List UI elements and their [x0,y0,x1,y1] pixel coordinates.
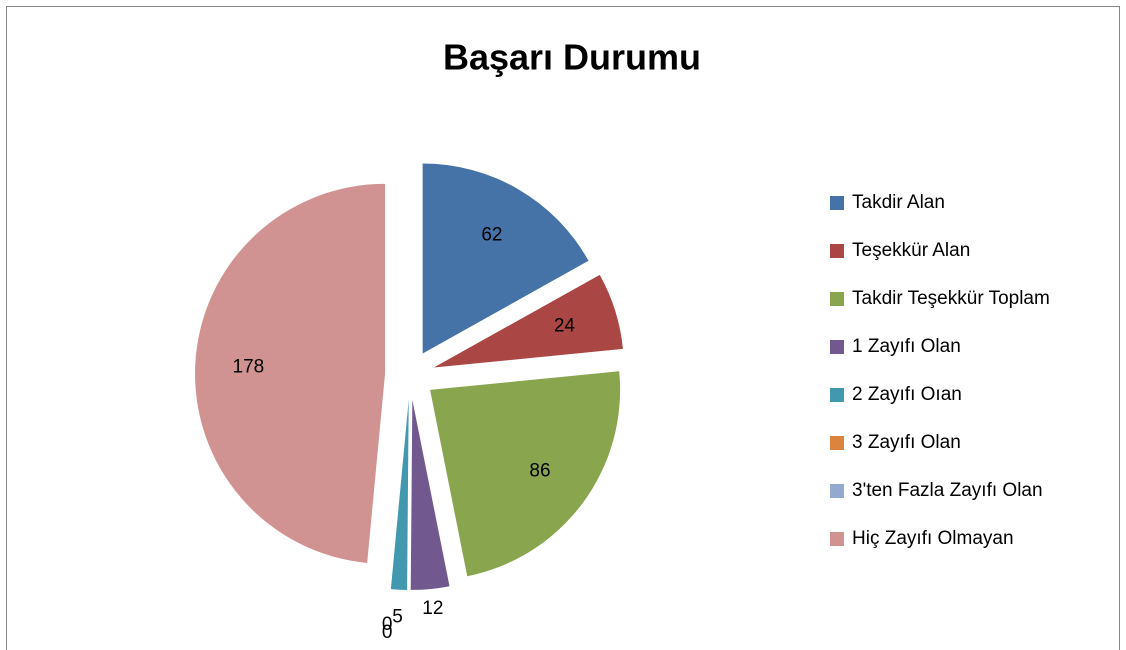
data-label: 5 [392,607,403,628]
legend-label: 2 Zayıfı Oıan [852,384,962,405]
chart-title: Başarı Durumu [443,37,701,78]
legend-label: Hiç Zayıfı Olmayan [852,528,1014,549]
legend-swatch [830,292,844,306]
data-label: 62 [481,224,502,245]
data-label: 0 [382,622,393,643]
legend-label: 1 Zayıfı Olan [852,336,961,357]
legend-swatch [830,244,844,258]
legend-label: Takdir Alan [852,192,945,213]
legend-label: 3'ten Fazla Zayıfı Olan [852,480,1043,501]
data-label: 86 [529,460,550,481]
legend-label: Takdir Teşekkür Toplam [852,288,1050,309]
data-label: 12 [422,598,443,619]
pie-slice [195,183,386,563]
data-label: 178 [233,356,265,377]
pie-slice [389,399,408,590]
pie-slice [422,163,589,354]
legend-swatch [830,388,844,402]
legend-swatch [830,484,844,498]
pie-slice [433,274,623,368]
pie-slice [410,399,450,590]
legend-swatch [830,532,844,546]
legend-label: 3 Zayıfı Olan [852,432,961,453]
legend-swatch [830,340,844,354]
pie-slice [390,399,409,590]
legend-swatch [830,196,844,210]
data-label: 0 [382,614,393,635]
legend-label: Teşekkür Alan [852,240,970,261]
data-label: 24 [554,316,576,337]
pie-slice [430,371,621,577]
legend-swatch [830,436,844,450]
